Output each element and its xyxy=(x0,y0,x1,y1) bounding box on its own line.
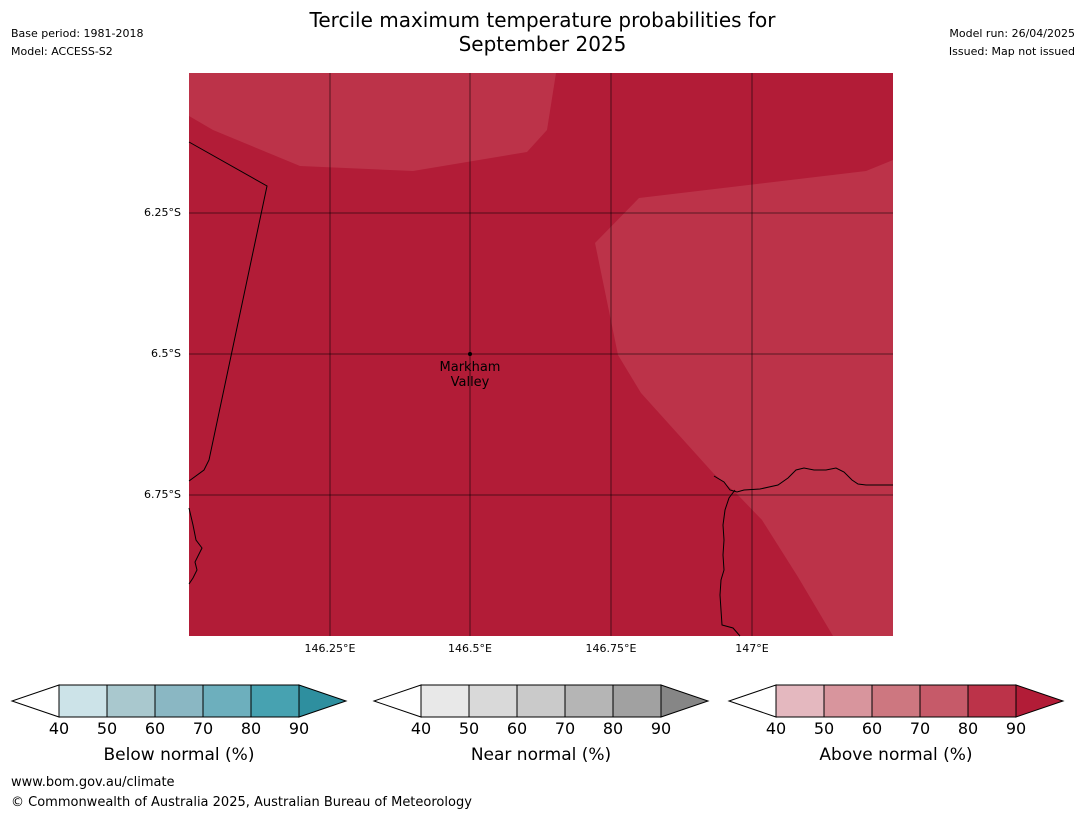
colorbar-below-high-extension xyxy=(298,684,348,718)
colorbar-below-40-50 xyxy=(58,684,108,718)
colorbar-above-high-extension xyxy=(1015,684,1065,718)
issued-text: Issued: Map not issued xyxy=(948,45,1075,58)
footer-copyright: © Commonwealth of Australia 2025, Austra… xyxy=(11,795,472,810)
colorbar-above-tick: 40 xyxy=(765,719,787,738)
colorbar-near-label: Near normal (%) xyxy=(470,745,612,765)
colorbar-near-40-50 xyxy=(420,684,470,718)
colorbar-above-80-90 xyxy=(967,684,1017,718)
model-run-text: Model run: 26/04/2025 xyxy=(949,27,1075,40)
colorbar-above-label: Above normal (%) xyxy=(819,745,973,765)
boundary-lines xyxy=(188,141,893,637)
colorbar-near-tick: 70 xyxy=(554,719,576,738)
colorbar-near-tick: 50 xyxy=(458,719,480,738)
lat-label-6-75s: 6.75°S xyxy=(144,488,181,501)
colorbar-above-tick: 90 xyxy=(1005,719,1027,738)
map-meta-left: Base period: 1981-2018 Model: ACCESS-S2 xyxy=(11,25,143,61)
map-title-line2: September 2025 xyxy=(458,32,627,56)
lon-label-146-25e: 146.25°E xyxy=(304,642,356,655)
colorbar-above-tick: 50 xyxy=(813,719,835,738)
colorbar-below-60-70 xyxy=(154,684,204,718)
colorbar-below-50-60 xyxy=(106,684,156,718)
colorbar-near-low-extension xyxy=(372,684,422,718)
map-meta-right: Model run: 26/04/2025 Issued: Map not is… xyxy=(949,25,1075,61)
colorbar-near-60-70 xyxy=(516,684,566,718)
colorbar-below-80-90 xyxy=(250,684,300,718)
coastline-east xyxy=(713,467,893,493)
colorbar-below-normal xyxy=(10,684,348,718)
colorbar-near-70-80 xyxy=(564,684,614,718)
region-70-80-east xyxy=(595,160,893,636)
footer-url[interactable]: www.bom.gov.au/climate xyxy=(11,775,175,790)
colorbar-above-tick: 60 xyxy=(861,719,883,738)
colorbar-below-tick: 50 xyxy=(96,719,118,738)
place-label-line1: Markham xyxy=(439,360,501,375)
lat-label-6-5s: 6.5°S xyxy=(151,347,181,360)
colorbar-above-60-70 xyxy=(871,684,921,718)
place-label-markham-valley: Markham Valley xyxy=(410,360,530,390)
colorbar-above-tick: 70 xyxy=(909,719,931,738)
colorbar-near-tick: 60 xyxy=(506,719,528,738)
base-period-text: Base period: 1981-2018 xyxy=(11,27,144,40)
coastline-west xyxy=(188,507,203,585)
colorbar-above-low-extension xyxy=(727,684,777,718)
colorbar-above-40-50 xyxy=(775,684,825,718)
colorbar-above-normal xyxy=(727,684,1065,718)
colorbar-below-tick: 60 xyxy=(144,719,166,738)
colorbar-near-tick: 90 xyxy=(650,719,672,738)
lon-label-147e: 147°E xyxy=(735,642,769,655)
region-70-80-north xyxy=(189,73,556,171)
model-text: Model: ACCESS-S2 xyxy=(11,45,113,58)
colorbar-above-70-80 xyxy=(919,684,969,718)
colorbar-near-80-90 xyxy=(612,684,662,718)
colorbar-below-low-extension xyxy=(10,684,60,718)
colorbar-below-70-80 xyxy=(202,684,252,718)
lon-label-146-5e: 146.5°E xyxy=(448,642,492,655)
colorbar-near-tick: 40 xyxy=(410,719,432,738)
colorbar-below-tick: 90 xyxy=(288,719,310,738)
colorbar-near-tick: 80 xyxy=(602,719,624,738)
colorbar-near-normal xyxy=(372,684,710,718)
colorbar-below-tick: 80 xyxy=(240,719,262,738)
lon-label-146-75e: 146.75°E xyxy=(585,642,637,655)
colorbar-near-50-60 xyxy=(468,684,518,718)
colorbar-near-high-extension xyxy=(660,684,710,718)
lat-label-6-25s: 6.25°S xyxy=(144,206,181,219)
river-line xyxy=(719,489,741,637)
place-marker-markham-valley xyxy=(468,352,472,356)
colorbar-below-label: Below normal (%) xyxy=(103,745,255,765)
colorbar-above-50-60 xyxy=(823,684,873,718)
colorbar-below-tick: 40 xyxy=(48,719,70,738)
colorbar-above-tick: 80 xyxy=(957,719,979,738)
province-boundary xyxy=(188,141,268,482)
map-title-line1: Tercile maximum temperature probabilitie… xyxy=(309,8,776,32)
colorbar-below-tick: 70 xyxy=(192,719,214,738)
place-label-line2: Valley xyxy=(450,375,490,390)
